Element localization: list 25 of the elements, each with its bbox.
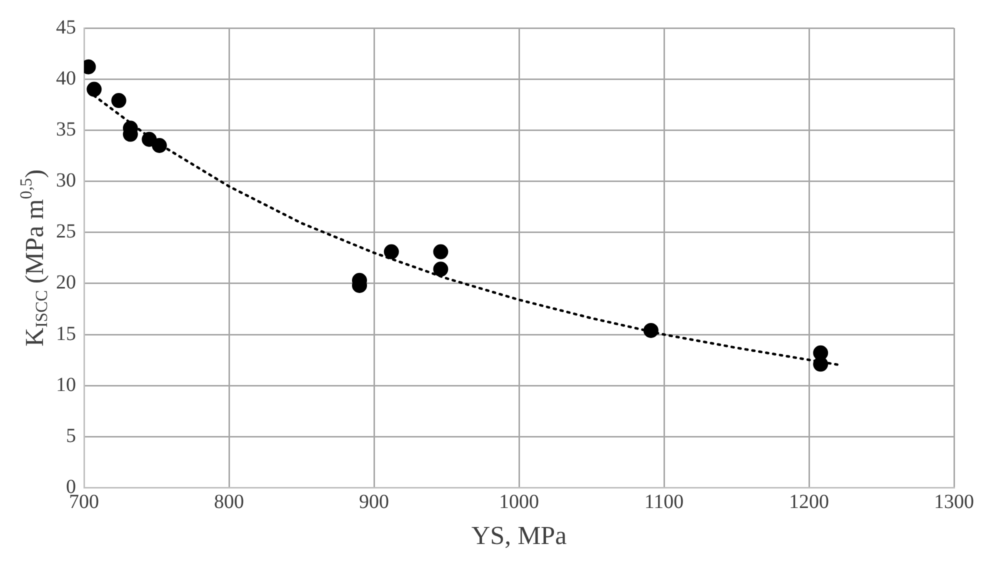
y-tick-label: 20 <box>56 272 76 294</box>
y-tick-label: 45 <box>56 16 76 38</box>
x-tick-label: 1000 <box>499 491 539 514</box>
point <box>433 244 448 260</box>
y-tick-label: 35 <box>56 118 76 140</box>
point <box>111 93 126 108</box>
point <box>813 356 828 372</box>
point <box>384 244 399 260</box>
x-tick-label: 900 <box>359 491 389 514</box>
x-axis-title: YS, MPa <box>471 521 568 550</box>
y-tick-label: 25 <box>56 220 76 243</box>
y-tick-label: 40 <box>56 67 76 90</box>
y-tick-label: 5 <box>66 424 76 447</box>
y-tick-label: 15 <box>56 322 76 345</box>
point <box>86 82 102 97</box>
y-axis-title: KISCC (MPa m0,5) <box>16 169 51 346</box>
x-tick-label: 1200 <box>789 491 829 514</box>
point <box>643 322 658 338</box>
y-tick-label: 30 <box>56 170 76 192</box>
point <box>152 138 167 154</box>
x-tick-label: 1100 <box>644 491 684 514</box>
x-tick-label: 800 <box>214 491 244 514</box>
point <box>433 262 448 277</box>
y-tick-label: 10 <box>56 374 76 396</box>
x-tick-label: 1300 <box>934 491 974 514</box>
